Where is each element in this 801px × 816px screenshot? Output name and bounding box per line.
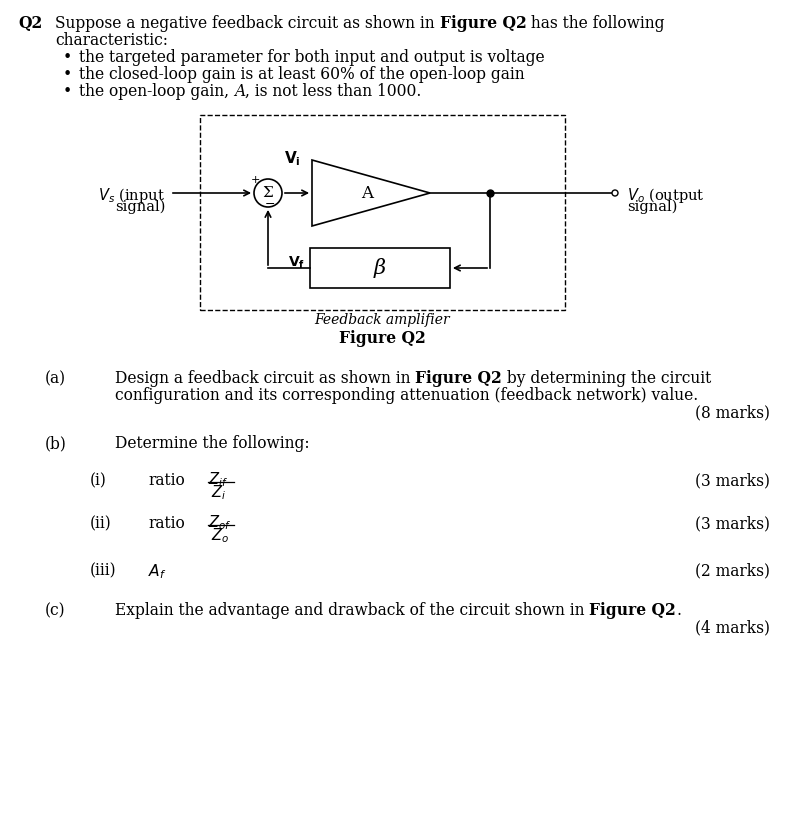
Text: (8 marks): (8 marks) [695, 404, 770, 421]
Text: Σ: Σ [263, 186, 273, 200]
Text: Feedback amplifier: Feedback amplifier [315, 313, 450, 327]
Text: (iii): (iii) [90, 562, 117, 579]
Text: $Z_{of}$: $Z_{of}$ [208, 513, 231, 532]
Text: $Z_{if}$: $Z_{if}$ [208, 470, 228, 489]
Text: configuration and its corresponding attenuation (feedback network) value.: configuration and its corresponding atte… [115, 387, 698, 404]
Text: the targeted parameter for both input and output is voltage: the targeted parameter for both input an… [79, 49, 545, 66]
Text: •: • [63, 66, 72, 83]
Text: $V_s$ (input: $V_s$ (input [99, 186, 165, 205]
Text: Suppose a negative feedback circuit as shown in: Suppose a negative feedback circuit as s… [55, 15, 440, 32]
Text: (c): (c) [45, 602, 66, 619]
Text: (3 marks): (3 marks) [695, 472, 770, 489]
Text: Determine the following:: Determine the following: [115, 435, 310, 452]
Text: (4 marks): (4 marks) [695, 619, 770, 636]
Text: ratio: ratio [148, 515, 185, 532]
Text: $Z_i$: $Z_i$ [211, 483, 226, 502]
Text: ratio: ratio [148, 472, 185, 489]
Text: (ii): (ii) [90, 515, 112, 532]
Text: $\mathbf{V_f}$: $\mathbf{V_f}$ [288, 255, 305, 271]
Polygon shape [312, 160, 430, 226]
Text: Figure Q2: Figure Q2 [416, 370, 502, 387]
Text: Figure Q2: Figure Q2 [590, 602, 676, 619]
Text: Q2: Q2 [18, 15, 42, 32]
Text: , is not less than 1000.: , is not less than 1000. [245, 83, 421, 100]
Text: (2 marks): (2 marks) [695, 562, 770, 579]
Text: $\mathbf{V_i}$: $\mathbf{V_i}$ [284, 149, 300, 168]
Text: (i): (i) [90, 472, 107, 489]
Text: •: • [63, 83, 72, 100]
Text: signal): signal) [115, 200, 165, 215]
Text: the closed-loop gain is at least 60% of the open-loop gain: the closed-loop gain is at least 60% of … [79, 66, 525, 83]
Text: .: . [676, 602, 681, 619]
Text: •: • [63, 49, 72, 66]
Bar [310, 248, 450, 288]
Text: Design a feedback circuit as shown in: Design a feedback circuit as shown in [115, 370, 416, 387]
Text: A: A [234, 83, 245, 100]
Text: (b): (b) [45, 435, 66, 452]
Text: Figure Q2: Figure Q2 [339, 330, 426, 347]
Text: +: + [250, 175, 260, 185]
Text: (a): (a) [45, 370, 66, 387]
Text: signal): signal) [627, 200, 678, 215]
Text: (3 marks): (3 marks) [695, 515, 770, 532]
Text: the open-loop gain,: the open-loop gain, [79, 83, 234, 100]
Text: characteristic:: characteristic: [55, 32, 168, 49]
Text: $V_o$ (output: $V_o$ (output [627, 186, 705, 205]
Text: $Z_o$: $Z_o$ [211, 526, 229, 545]
Text: by determining the circuit: by determining the circuit [502, 370, 711, 387]
Circle shape [254, 179, 282, 207]
Text: $A_f$: $A_f$ [148, 562, 167, 581]
Text: β: β [374, 258, 386, 278]
Text: −: − [265, 197, 276, 211]
Bar [200, 115, 565, 310]
Text: has the following: has the following [526, 15, 665, 32]
Circle shape [612, 190, 618, 196]
Text: Figure Q2: Figure Q2 [440, 15, 526, 32]
Text: Explain the advantage and drawback of the circuit shown in: Explain the advantage and drawback of th… [115, 602, 590, 619]
Text: A: A [361, 184, 373, 202]
